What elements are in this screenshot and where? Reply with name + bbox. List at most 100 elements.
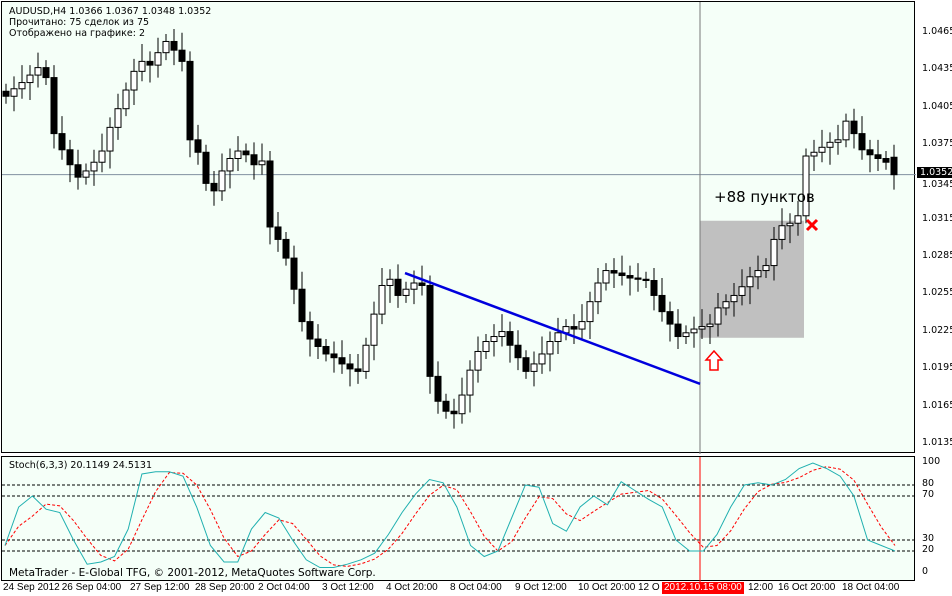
candle — [378, 268, 386, 325]
price-chart[interactable]: AUDUSD,H4 1.0366 1.0367 1.0348 1.0352 Пр… — [1, 1, 916, 454]
symbol-info: AUDUSD,H4 1.0366 1.0367 1.0348 1.0352 — [9, 6, 212, 17]
candle — [266, 151, 274, 245]
candle — [578, 304, 586, 340]
candle — [154, 37, 162, 78]
candle-body — [2, 90, 10, 97]
candle — [530, 351, 538, 387]
candle — [290, 245, 298, 305]
candle-body — [338, 357, 346, 365]
candle-body — [402, 288, 410, 296]
candle — [194, 124, 202, 165]
candle-body — [642, 278, 650, 282]
candle-body — [754, 270, 762, 278]
candle-body — [10, 88, 18, 97]
candle — [538, 336, 546, 374]
candle-body — [330, 353, 338, 359]
candle-body — [442, 400, 450, 412]
candle-body — [722, 301, 730, 309]
candle-body — [530, 363, 538, 372]
candle-body — [186, 60, 194, 141]
candle-body — [626, 275, 634, 279]
candle — [666, 301, 674, 342]
candle — [450, 398, 458, 429]
candle — [642, 271, 650, 288]
candle-body — [298, 288, 306, 323]
candle — [242, 143, 250, 163]
candle — [658, 278, 666, 322]
candle — [802, 148, 810, 224]
candle-body — [786, 222, 794, 227]
time-tick: 26 Sep 04:00 — [61, 582, 122, 593]
candle-body — [826, 141, 834, 148]
candle — [586, 291, 594, 340]
selected-time-label: 2012.10.15 08:00 — [662, 582, 744, 594]
candle — [434, 361, 442, 414]
candle — [226, 148, 234, 189]
candle-body — [26, 74, 34, 84]
time-tick: 10 Oct 20:00 — [578, 582, 636, 593]
candle — [490, 324, 498, 357]
candle — [634, 263, 642, 292]
price-tick: 1.0195 — [922, 362, 952, 374]
candle — [650, 268, 658, 311]
candle — [298, 271, 306, 332]
candle — [858, 116, 866, 160]
price-tick: 1.0285 — [922, 250, 952, 262]
candle-body — [882, 158, 890, 163]
candle — [466, 360, 474, 413]
candle — [818, 129, 826, 163]
candle — [10, 76, 18, 112]
candle — [722, 294, 730, 316]
candle-body — [434, 375, 442, 402]
candle-body — [666, 311, 674, 325]
stochastic-pane[interactable]: Stoch(6,3,3) 20.1149 24.5131 MetaTrader … — [1, 456, 916, 582]
price-tick: 1.0165 — [922, 399, 952, 411]
candle-body — [122, 89, 130, 110]
candle — [522, 350, 530, 379]
candle — [850, 108, 858, 149]
candle — [706, 314, 714, 345]
candle-body — [682, 332, 690, 338]
candle-body — [410, 282, 418, 290]
candle — [554, 317, 562, 354]
stoch-tick: 30 — [922, 533, 935, 544]
candle — [314, 324, 322, 359]
candle — [330, 341, 338, 373]
candle — [218, 153, 226, 201]
candle-body — [322, 345, 330, 355]
candle-body — [490, 336, 498, 343]
candle-body — [18, 82, 26, 90]
candle — [186, 51, 194, 158]
candle-body — [738, 286, 746, 296]
time-tick: 3 Oct 12:00 — [322, 582, 374, 593]
candle-body — [138, 60, 146, 72]
candle-body — [266, 160, 274, 228]
candle — [826, 132, 834, 165]
candle-body — [450, 410, 458, 415]
candle-body — [178, 49, 186, 62]
candle-body — [730, 294, 738, 303]
candle-body — [706, 323, 714, 328]
candle-body — [610, 270, 618, 274]
candle-body — [426, 284, 434, 377]
candle-body — [210, 182, 218, 192]
candle-body — [714, 307, 722, 325]
candle — [458, 377, 466, 424]
candle — [394, 264, 402, 308]
candle — [354, 353, 362, 384]
candle — [610, 258, 618, 288]
candle-body — [546, 341, 554, 355]
stoch-tick: 80 — [922, 478, 935, 489]
candle-body — [66, 149, 74, 166]
time-tick: 4 Oct 20:00 — [386, 582, 438, 593]
candle — [482, 334, 490, 359]
candle — [834, 124, 842, 155]
candle-body — [690, 328, 698, 334]
candle — [626, 265, 634, 296]
candle — [866, 139, 874, 173]
stoch-tick: 20 — [922, 544, 935, 555]
candle — [698, 309, 706, 340]
candle — [234, 136, 242, 171]
candle — [770, 226, 778, 281]
candle — [498, 314, 506, 347]
